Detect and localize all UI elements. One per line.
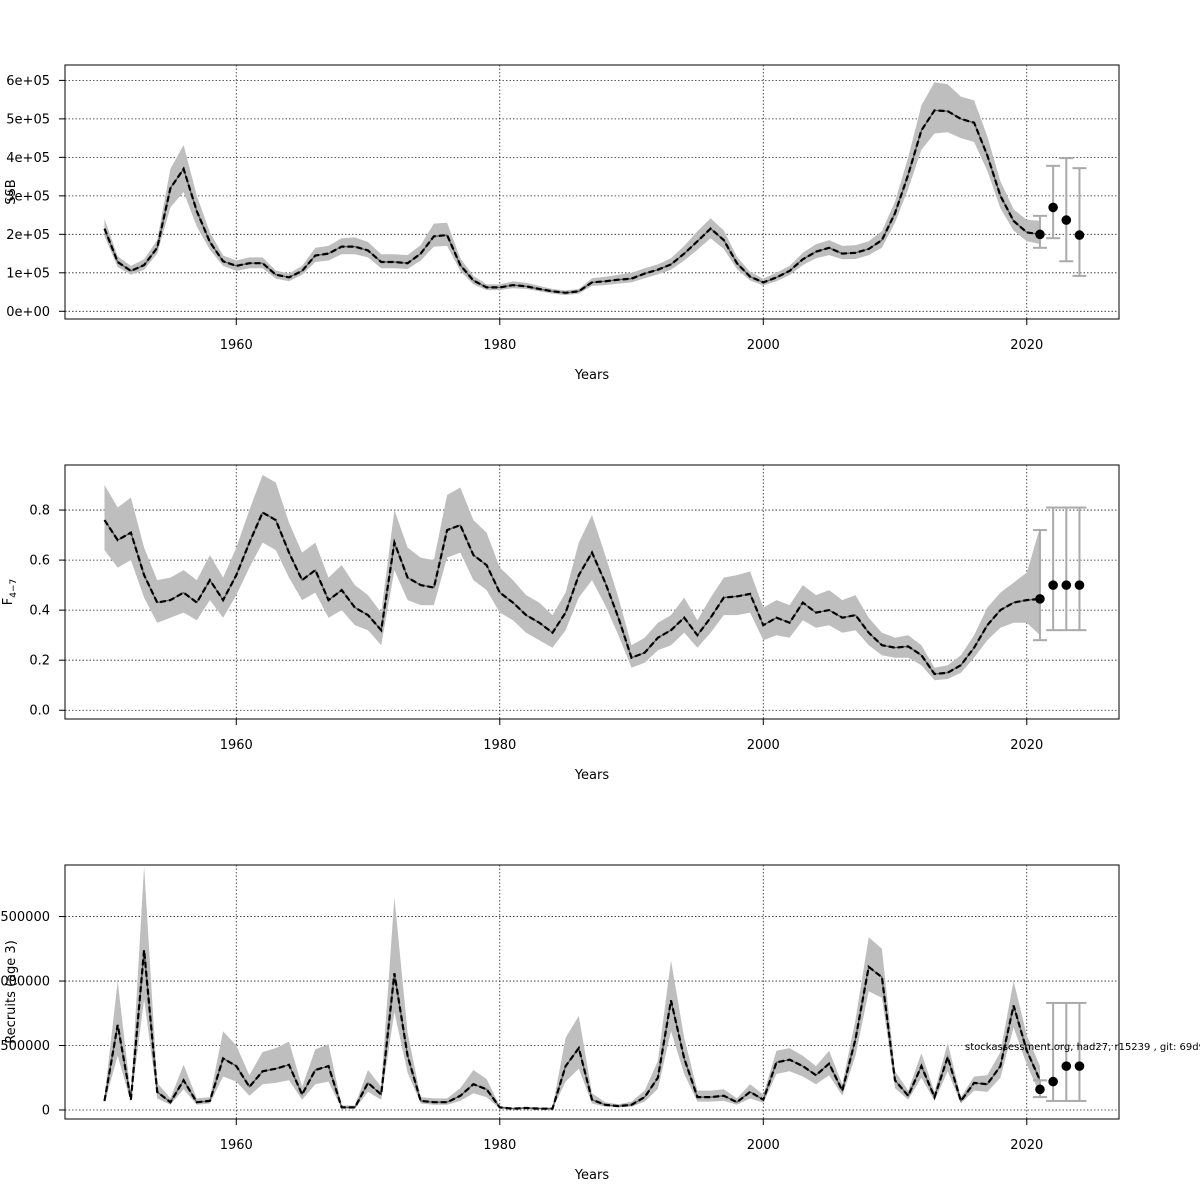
f-y-tick-label-0: 0.0: [29, 704, 50, 719]
f-estimate-line: [103, 510, 1041, 676]
ssb-y-axis-title: SSB: [4, 179, 19, 204]
f-y-ticks: 0.0 0.2 0.4 0.6 0.8: [29, 504, 65, 719]
f-x-tick-label-2000: 2000: [747, 738, 780, 753]
ssb-forecast-point-2021: [1035, 229, 1045, 240]
f-forecast: [1032, 506, 1087, 642]
recruits-forecast-point-2021: [1035, 1084, 1045, 1095]
f-band-area: [104, 475, 1040, 681]
recruits-y-tick-label-1: 500000: [0, 1039, 50, 1054]
ssb-estimate-line: [103, 109, 1041, 294]
recruits-y-axis-title: Recruits (age 3): [4, 940, 19, 1044]
f-forecast-point-2022: [1048, 580, 1058, 590]
ssb-x-tick-label-1980: 1980: [483, 338, 516, 353]
recruits-forecast: [1032, 1001, 1087, 1102]
f-y-tick-label-2: 0.4: [29, 604, 50, 619]
recruits-x-tick-label-1980: 1980: [483, 1138, 516, 1153]
f-y-tick-label-4: 0.8: [29, 504, 50, 519]
recruits-y-tick-label-3: 1500000: [0, 910, 50, 925]
recruits-x-tick-label-1960: 1960: [220, 1138, 253, 1153]
recruits-band-area: [104, 866, 1040, 1110]
recruits-forecast-point-2022: [1048, 1076, 1058, 1087]
recruits-x-tick-label-2000: 2000: [747, 1138, 780, 1153]
ssb-y-tick-label-0: 0e+00: [6, 305, 50, 320]
f-y-axis-title-main: F: [1, 598, 16, 605]
f-y-axis-title-subscript: 4−7: [9, 579, 19, 598]
recruits-plot-frame: [64, 864, 1120, 1120]
recruits-forecast-point-2024: [1074, 1061, 1085, 1071]
ssb-y-tick-label-2: 2e+05: [6, 228, 50, 243]
f-y-axis-title: F4−7: [1, 579, 19, 605]
f-y-tick-label-3: 0.6: [29, 554, 50, 569]
f-x-tick-label-1980: 1980: [483, 738, 516, 753]
ssb-forecast-point-2023: [1061, 215, 1072, 225]
recruits-y-tick-label-2: 1000000: [0, 975, 50, 990]
ssb-x-tick-label-2020: 2020: [1010, 338, 1043, 353]
f-forecast-point-2023: [1061, 580, 1072, 590]
ssb-band-area: [104, 82, 1040, 296]
ssb-confidence-band: [104, 82, 1040, 296]
recruits-estimate-line-dash: [103, 949, 1042, 1110]
ssb-y-ticks: 0e+00 1e+05 2e+05 3e+05 4e+05 5e+05 6e+05: [6, 74, 65, 320]
recruits-y-ticks: 0 500000 1000000 1500000: [0, 910, 65, 1118]
f-plot-frame: [64, 464, 1120, 720]
ssb-x-ticks: 1960 1980 2000 2020: [220, 319, 1043, 353]
f-confidence-band: [104, 475, 1040, 681]
recruits-forecast-point-2023: [1061, 1061, 1072, 1071]
ssb-y-tick-label-6: 6e+05: [6, 74, 50, 89]
watermark-text: stockassessment.org, had27, r15239 , git…: [965, 1042, 1200, 1053]
panel-recruits: 1960 1980 2000 2020 0 500000 1000000 1500000 Y…: [0, 864, 1120, 1183]
panel-f: 1960 1980 2000 2020 0.0 0.2 0.4 0.6 0.8 Years F…: [1, 464, 1120, 783]
ssb-y-tick-label-1: 1e+05: [6, 266, 50, 281]
recruits-y-tick-label-0: 0: [42, 1103, 50, 1118]
ssb-estimate-line-dash: [103, 109, 1041, 294]
ssb-y-tick-label-3: 3e+05: [6, 189, 50, 204]
recruits-x-tick-label-2020: 2020: [1010, 1138, 1043, 1153]
ssb-forecast-point-2024: [1074, 230, 1085, 240]
recruits-x-axis-title: Years: [574, 1168, 610, 1183]
f-forecast-point-2021: [1035, 594, 1045, 604]
recruits-grid: [65, 865, 1119, 1119]
ssb-x-axis-title: Years: [574, 368, 610, 383]
ssb-forecast-point-2022: [1048, 202, 1058, 213]
ssb-x-tick-label-2000: 2000: [747, 338, 780, 353]
f-estimate-line-dash: [103, 510, 1041, 676]
f-x-axis-title: Years: [574, 768, 610, 783]
ssb-plot-frame: [64, 64, 1120, 320]
f-x-tick-label-1960: 1960: [220, 738, 253, 753]
ssb-forecast: [1032, 157, 1087, 277]
ssb-grid: [65, 65, 1119, 319]
recruits-confidence-band: [104, 866, 1040, 1110]
ssb-y-tick-label-4: 4e+05: [6, 151, 50, 166]
ssb-y-tick-label-5: 5e+05: [6, 112, 50, 127]
f-x-tick-label-2020: 2020: [1010, 738, 1043, 753]
ssb-x-tick-label-1960: 1960: [220, 338, 253, 353]
panel-ssb: 1960 1980 2000 2020 0e+00 1e+05 2e+05 3e+05 4e+…: [4, 64, 1120, 383]
f-x-ticks: 1960 1980 2000 2020: [220, 719, 1043, 753]
f-y-tick-label-1: 0.2: [29, 654, 50, 669]
recruits-x-ticks: 1960 1980 2000 2020: [220, 1119, 1043, 1153]
recruits-estimate-line: [103, 949, 1042, 1110]
f-forecast-point-2024: [1074, 580, 1085, 590]
